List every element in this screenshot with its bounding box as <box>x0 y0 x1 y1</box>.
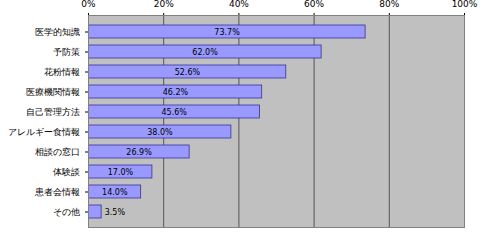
svg-text:46.2%: 46.2% <box>163 88 189 97</box>
svg-text:患者会情報: 患者会情報 <box>34 187 80 197</box>
svg-text:60%: 60% <box>304 0 324 9</box>
svg-text:45.6%: 45.6% <box>162 108 188 117</box>
svg-text:52.6%: 52.6% <box>175 68 201 77</box>
svg-text:40%: 40% <box>229 0 249 9</box>
svg-text:その他: その他 <box>53 207 80 217</box>
svg-text:73.7%: 73.7% <box>214 28 240 37</box>
svg-text:0%: 0% <box>81 0 96 9</box>
svg-text:100%: 100% <box>452 0 478 9</box>
svg-text:医療機関情報: 医療機関情報 <box>26 87 80 97</box>
svg-text:20%: 20% <box>154 0 174 9</box>
svg-text:花粉情報: 花粉情報 <box>44 67 80 77</box>
svg-text:26.9%: 26.9% <box>126 148 152 157</box>
svg-text:体験談: 体験談 <box>53 167 80 177</box>
svg-text:アレルギー食情報: アレルギー食情報 <box>8 127 80 137</box>
svg-text:医学的知識: 医学的知識 <box>35 27 80 37</box>
svg-text:相談の窓口: 相談の窓口 <box>35 147 80 157</box>
svg-text:14.0%: 14.0% <box>102 188 128 197</box>
svg-text:38.0%: 38.0% <box>147 128 173 137</box>
svg-text:80%: 80% <box>379 0 399 9</box>
svg-text:3.5%: 3.5% <box>105 208 126 217</box>
svg-text:予防策: 予防策 <box>53 47 80 57</box>
svg-text:自己管理方法: 自己管理方法 <box>26 107 80 117</box>
svg-text:62.0%: 62.0% <box>192 48 218 57</box>
svg-text:17.0%: 17.0% <box>108 168 134 177</box>
